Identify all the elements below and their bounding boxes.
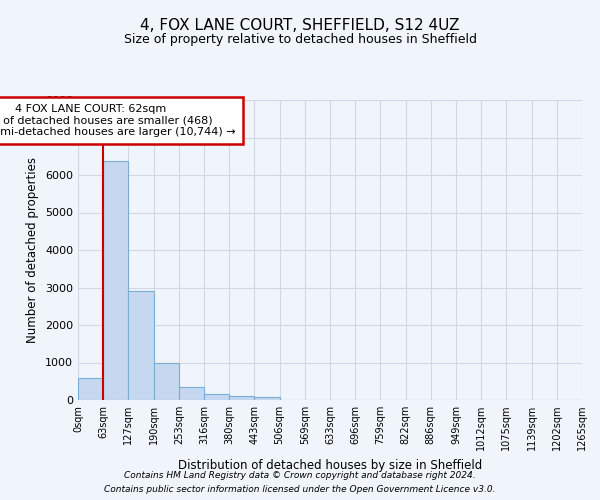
Text: Contains public sector information licensed under the Open Government Licence v3: Contains public sector information licen…: [104, 485, 496, 494]
X-axis label: Distribution of detached houses by size in Sheffield: Distribution of detached houses by size …: [178, 458, 482, 471]
Bar: [204, 394, 229, 400]
Text: Size of property relative to detached houses in Sheffield: Size of property relative to detached ho…: [124, 32, 476, 46]
Bar: [154, 363, 179, 400]
Bar: [103, 161, 128, 400]
Text: 4, FOX LANE COURT, SHEFFIELD, S12 4UZ: 4, FOX LANE COURT, SHEFFIELD, S12 4UZ: [140, 18, 460, 32]
Bar: [229, 396, 254, 400]
Bar: [254, 396, 280, 400]
Bar: [179, 386, 204, 400]
Text: Contains HM Land Registry data © Crown copyright and database right 2024.: Contains HM Land Registry data © Crown c…: [124, 471, 476, 480]
Bar: [128, 290, 154, 400]
Text: 4 FOX LANE COURT: 62sqm
← 4% of detached houses are smaller (468)
95% of semi-de: 4 FOX LANE COURT: 62sqm ← 4% of detached…: [0, 104, 236, 137]
Y-axis label: Number of detached properties: Number of detached properties: [26, 157, 40, 343]
Bar: [78, 378, 103, 400]
